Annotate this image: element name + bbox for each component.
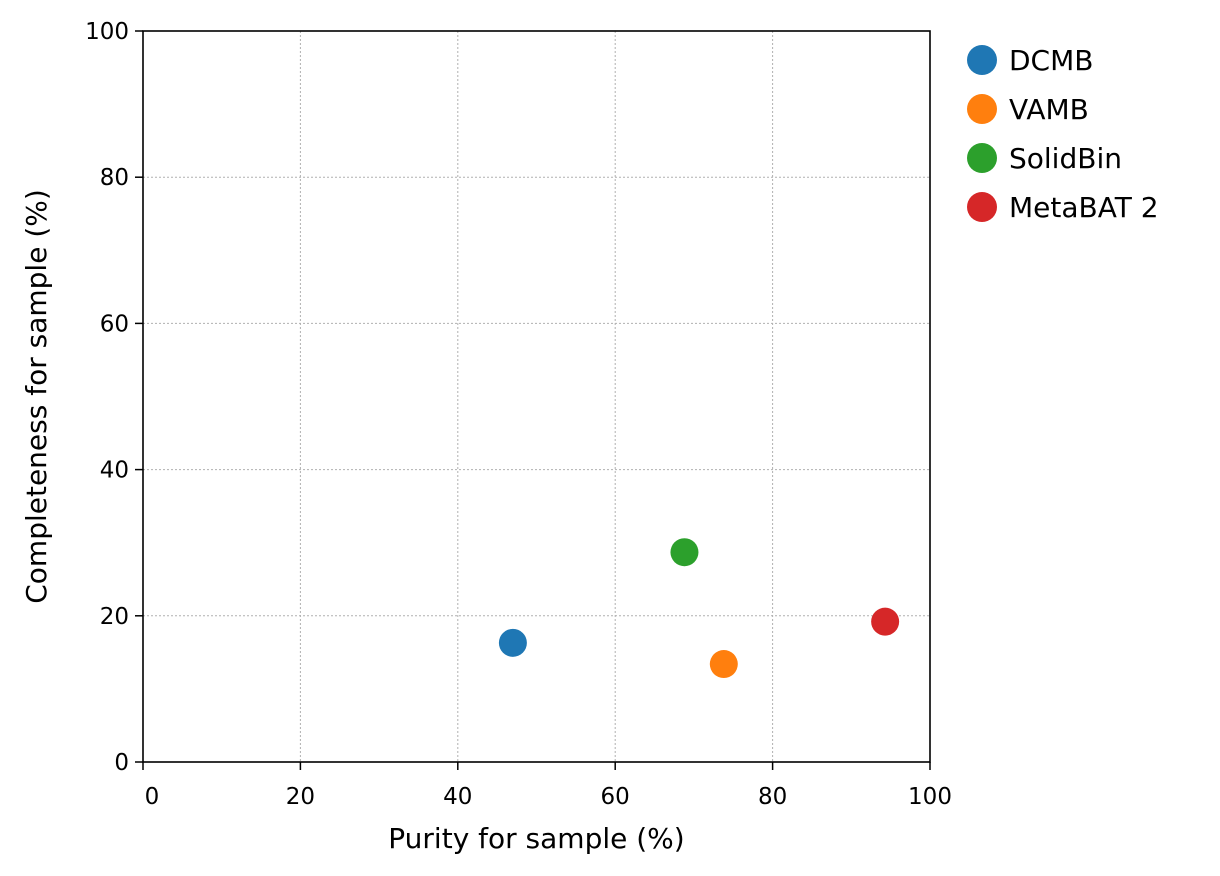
- legend-marker: [967, 143, 997, 173]
- x-tick-label: 20: [286, 784, 315, 810]
- legend-marker: [967, 45, 997, 75]
- legend-marker: [967, 94, 997, 124]
- y-tick-label: 100: [85, 19, 129, 45]
- legend-marker: [967, 192, 997, 222]
- x-tick-label: 100: [908, 784, 952, 810]
- x-tick-label: 40: [443, 784, 472, 810]
- x-tick-label: 80: [758, 784, 787, 810]
- legend-label: MetaBAT 2: [1009, 191, 1159, 224]
- legend: DCMB VAMB SolidBin MetaBAT 2: [967, 44, 1159, 224]
- x-tick-label: 60: [601, 784, 630, 810]
- y-tick-label: 20: [100, 604, 129, 630]
- legend-label: VAMB: [1009, 93, 1089, 126]
- x-axis-label: Purity for sample (%): [388, 822, 684, 855]
- data-point: [670, 538, 699, 567]
- y-axis-label: Completeness for sample (%): [20, 189, 53, 604]
- plot-area-frame: [142, 30, 931, 763]
- data-point: [498, 628, 527, 657]
- y-tick-label: 40: [100, 458, 129, 484]
- data-points: [498, 538, 900, 679]
- y-tick-label: 60: [100, 311, 129, 337]
- x-tick-label: 0: [145, 784, 160, 810]
- legend-label: DCMB: [1009, 44, 1093, 77]
- axis-ticks: 0 20 40 60 80 100 0 20 40 60 80 100: [85, 19, 952, 810]
- y-tick-label: 80: [100, 165, 129, 191]
- grid-lines: [143, 31, 930, 762]
- legend-label: SolidBin: [1009, 142, 1122, 175]
- data-point: [709, 650, 738, 679]
- data-point: [871, 607, 900, 636]
- y-tick-label: 0: [114, 750, 129, 776]
